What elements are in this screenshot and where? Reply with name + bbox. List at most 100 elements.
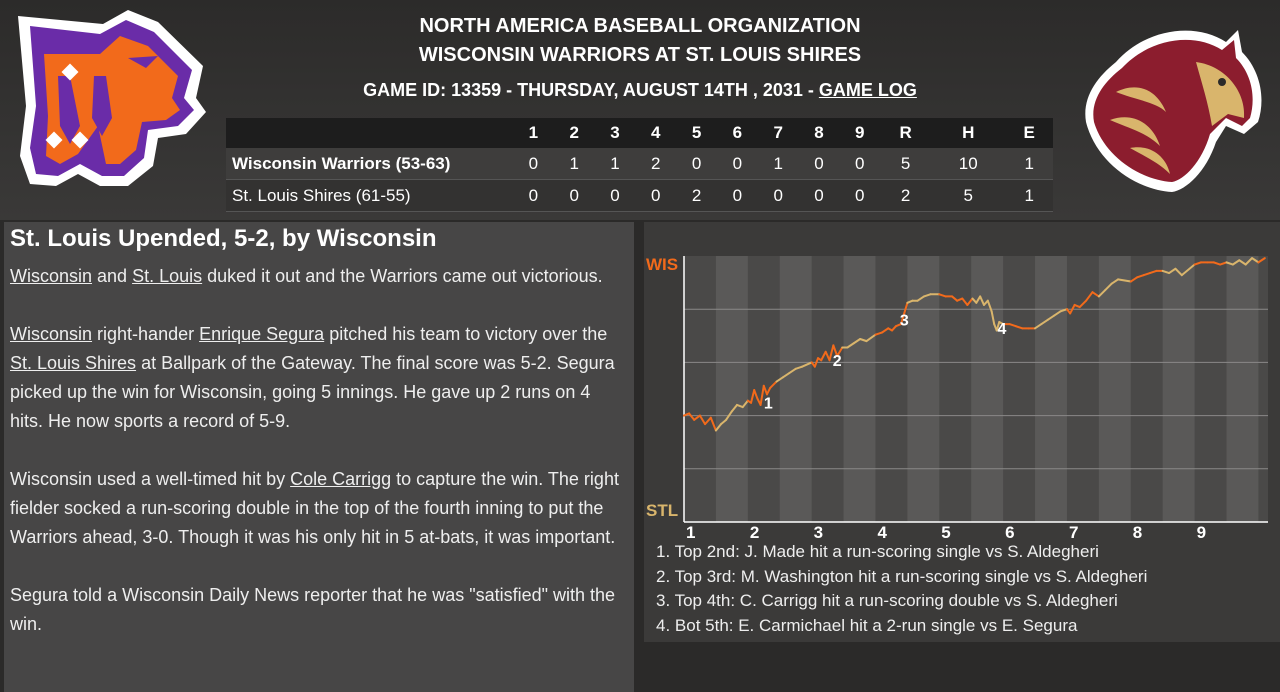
x-tick-label: 5 [941,523,950,540]
win-probability-segment [709,416,717,432]
win-probability-segment [1034,323,1043,330]
table-row-home: St. Louis Shires (61-55) 0 0 0 0 2 0 0 0… [226,179,1053,212]
win-probability-segment [961,297,969,306]
col-header: 1 [513,118,554,148]
article-text: right-hander [92,324,200,344]
win-probability-segment [1104,282,1113,292]
team-link-wisconsin[interactable]: Wisconsin [10,266,93,286]
chart-note: 1. Top 2nd: J. Made hit a run-scoring si… [656,542,1099,561]
half-inning-band [715,256,748,522]
warriors-logo [18,10,206,186]
win-probability-segment [832,344,839,358]
win-probability-segment [1046,314,1056,321]
chart-notes: 1. Top 2nd: J. Made hit a run-scoring si… [656,540,1147,638]
article-headline: St. Louis Upended, 5-2, by Wisconsin [10,225,437,252]
win-probability-segment [1180,263,1196,277]
win-probability-segment [765,386,772,396]
score-cell: 2 [676,179,717,212]
team-link-wisconsin[interactable]: Wisconsin [10,324,93,344]
win-probability-segment [1225,261,1234,266]
win-probability-segment [1078,299,1088,309]
win-probability-segment [753,389,759,400]
key-play-marker: 2 [833,353,842,370]
score-cell: 0 [676,148,717,180]
article-text: to capture the win. The right fielder so… [10,469,619,547]
x-tick-label: 8 [1133,523,1142,540]
win-probability-segment [836,346,844,358]
win-probability-segment [975,295,982,304]
team-link-st-louis[interactable]: St. Louis [132,266,203,286]
win-probability-segment [1168,267,1177,275]
score-cell: 0 [798,148,840,180]
col-header: H [930,118,1006,148]
game-log-link[interactable]: GAME LOG [818,80,917,100]
win-probability-segment [698,414,707,426]
article-body: Wisconsin and St. Louis duked it out and… [10,262,625,668]
chart-note: 3. Top 4th: C. Carrigg hit a run-scoring… [656,591,1118,610]
league-title: NORTH AMERICA BASEBALL ORGANIZATION [419,15,861,37]
win-probability-segment [1136,274,1145,279]
table-row-away: Wisconsin Warriors (53-63) 0 1 1 2 0 0 1… [226,148,1053,180]
x-tick-label: 9 [1197,523,1206,540]
win-probability-segment [966,297,974,306]
score-cell: 0 [716,179,758,212]
chart-note: 2. Top 3rd: M. Washington hit a run-scor… [656,566,1148,586]
win-probability-segment [730,403,738,413]
win-probability-segment [852,337,862,345]
errors-cell: 1 [1005,148,1053,180]
article-paragraph: Wisconsin right-hander Enrique Segura pi… [10,320,625,436]
win-probability-segment [828,344,835,362]
line-score-table: 1 2 3 4 5 6 7 8 9 R H E Wisconsin Warrio… [226,118,1053,212]
win-probability-segment [1148,269,1158,275]
win-probability-segment [880,327,890,334]
player-link-enrique-segura[interactable]: Enrique Segura [199,324,325,344]
game-recap-article: St. Louis Upended, 5-2, by Wisconsin Wis… [4,222,634,692]
team-name[interactable]: St. Louis Shires (61-55) [226,179,513,212]
chart-note: 4. Bot 5th: E. Carmichael hit a 2-run si… [656,615,1078,635]
team-name[interactable]: Wisconsin Warriors (53-63) [226,148,513,180]
win-probability-segment [1238,259,1247,266]
half-inning-band [1162,256,1195,522]
win-probability-segment [813,357,820,368]
win-probability-segment [1008,323,1017,328]
errors-cell: 1 [1005,179,1053,212]
win-probability-segment [775,376,784,383]
win-probability-segment [916,295,925,302]
half-inning-band [1226,256,1259,522]
win-probability-segment [1129,276,1139,283]
win-probability-segment [1069,303,1076,315]
article-text: at Ballpark of the Gateway. The final sc… [10,353,615,431]
win-probability-chart: WIS STL 1 2 3 4 5 6 7 8 9 1 2 3 4 [646,255,1268,540]
article-paragraph: Wisconsin used a well-timed hit by Cole … [10,465,625,552]
score-cell: 0 [839,179,881,212]
article-text: pitched his team to victory over the [324,324,608,344]
half-inning-band [779,256,812,522]
game-id-date: GAME ID: 13359 - THURSDAY, AUGUST 14TH ,… [363,80,819,100]
half-inning-band [1035,256,1067,522]
team-link-st-louis-shires[interactable]: St. Louis Shires [10,353,137,373]
win-probability-segment [938,293,947,298]
win-probability-segment [865,333,877,343]
win-probability-segment [995,320,1001,332]
score-cell: 1 [553,148,595,180]
win-probability-segment [704,416,712,426]
win-probability-segment [1085,291,1094,302]
col-header: E [1005,118,1053,148]
score-cell: 0 [594,179,636,212]
col-header: 5 [676,118,717,148]
win-probability-segment [735,403,744,409]
score-cell: 0 [839,148,881,180]
line-score-header: 1 2 3 4 5 6 7 8 9 R H E [226,118,1053,148]
score-cell: 2 [635,148,677,180]
x-tick-label: 1 [686,523,695,540]
win-probability-segment [1219,261,1228,266]
col-header: R [880,118,931,148]
player-link-cole-carrigg[interactable]: Cole Carrigg [290,469,392,489]
shires-horse-logo [1085,30,1262,192]
score-cell: 1 [757,148,799,180]
win-probability-segment [781,372,791,379]
win-probability-panel: WIS STL 1 2 3 4 5 6 7 8 9 1 2 3 4 [644,222,1280,642]
col-header: 7 [757,118,799,148]
game-header: NORTH AMERICA BASEBALL ORGANIZATION WISC… [0,0,1280,220]
win-probability-segment [714,423,723,432]
